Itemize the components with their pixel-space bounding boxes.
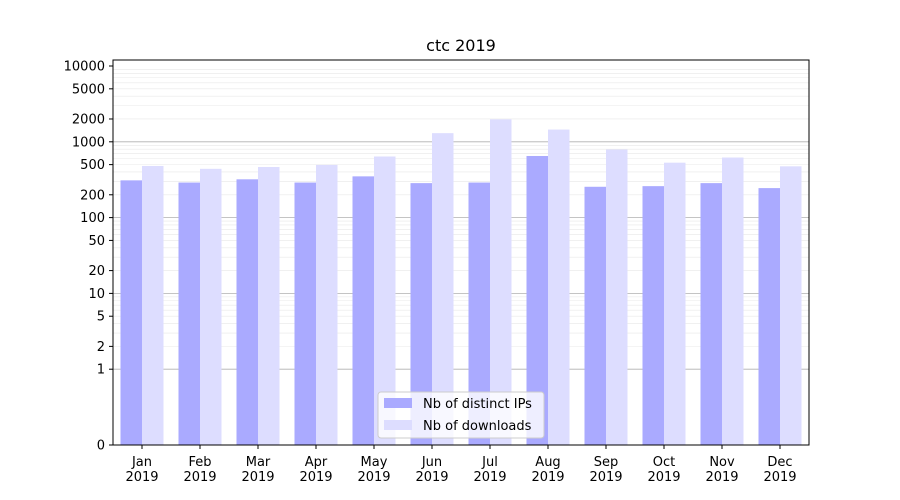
bar-downloads [606,150,628,445]
bar-distinct-ips [353,176,375,445]
x-tick-label: Sep 2019 [589,455,622,485]
bar-distinct-ips [295,183,317,445]
y-tick-label: 0 [97,439,105,454]
y-tick-label: 1 [97,363,105,378]
x-tick-label: Jan 2019 [125,455,158,485]
y-tick-label: 500 [80,158,105,173]
bar-distinct-ips [643,186,665,445]
y-tick-label: 10000 [64,60,105,75]
y-tick-label: 50 [88,234,105,249]
x-tick-label: Jun 2019 [415,455,448,485]
bar-distinct-ips [585,187,607,445]
y-tick-label: 200 [80,188,105,203]
y-tick-label: 20 [88,264,105,279]
bar-distinct-ips [121,180,143,445]
bar-distinct-ips [237,179,259,445]
x-tick-label: Apr 2019 [299,455,332,485]
y-tick-label: 2 [97,340,105,355]
y-tick-label: 2000 [72,112,105,127]
x-tick-label: Feb 2019 [183,455,216,485]
bar-downloads [780,166,802,445]
bar-downloads [258,167,280,445]
legend-label-distinct-ips: Nb of distinct IPs [423,397,532,412]
x-tick-label: Mar 2019 [241,455,274,485]
legend-label-downloads: Nb of downloads [423,419,532,434]
bar-downloads [722,158,744,445]
legend-swatch-distinct-ips [384,398,412,408]
y-tick-label: 5 [97,310,105,325]
y-axis: 0 1 2 5 10 20 50 100 200 500 1000 2000 5000 10000 [64,60,113,454]
bar-distinct-ips [701,183,723,445]
x-tick-label: Dec 2019 [763,455,796,485]
y-tick-label: 10 [88,287,105,302]
bar-downloads [664,163,686,445]
chart-title: ctc 2019 [426,36,496,55]
x-tick-label: Aug 2019 [531,455,564,485]
bar-downloads [548,130,570,445]
y-tick-label: 100 [80,211,105,226]
x-axis: Jan 2019 Feb 2019 Mar 2019 Apr 2019 May 2019 Jun 20… [125,445,796,485]
bar-distinct-ips [759,188,781,445]
bar-downloads [316,165,338,445]
y-tick-label: 1000 [72,135,105,150]
x-tick-label: Oct 2019 [647,455,680,485]
y-tick-label: 5000 [72,82,105,97]
x-tick-label: Jul 2019 [473,455,506,485]
legend-swatch-downloads [384,420,412,430]
bar-downloads [200,169,222,445]
bar-distinct-ips [179,183,201,445]
x-tick-label: May 2019 [357,455,390,485]
bar-downloads [142,166,164,445]
x-tick-label: Nov 2019 [705,455,738,485]
legend: Nb of distinct IPs Nb of downloads [378,392,544,438]
